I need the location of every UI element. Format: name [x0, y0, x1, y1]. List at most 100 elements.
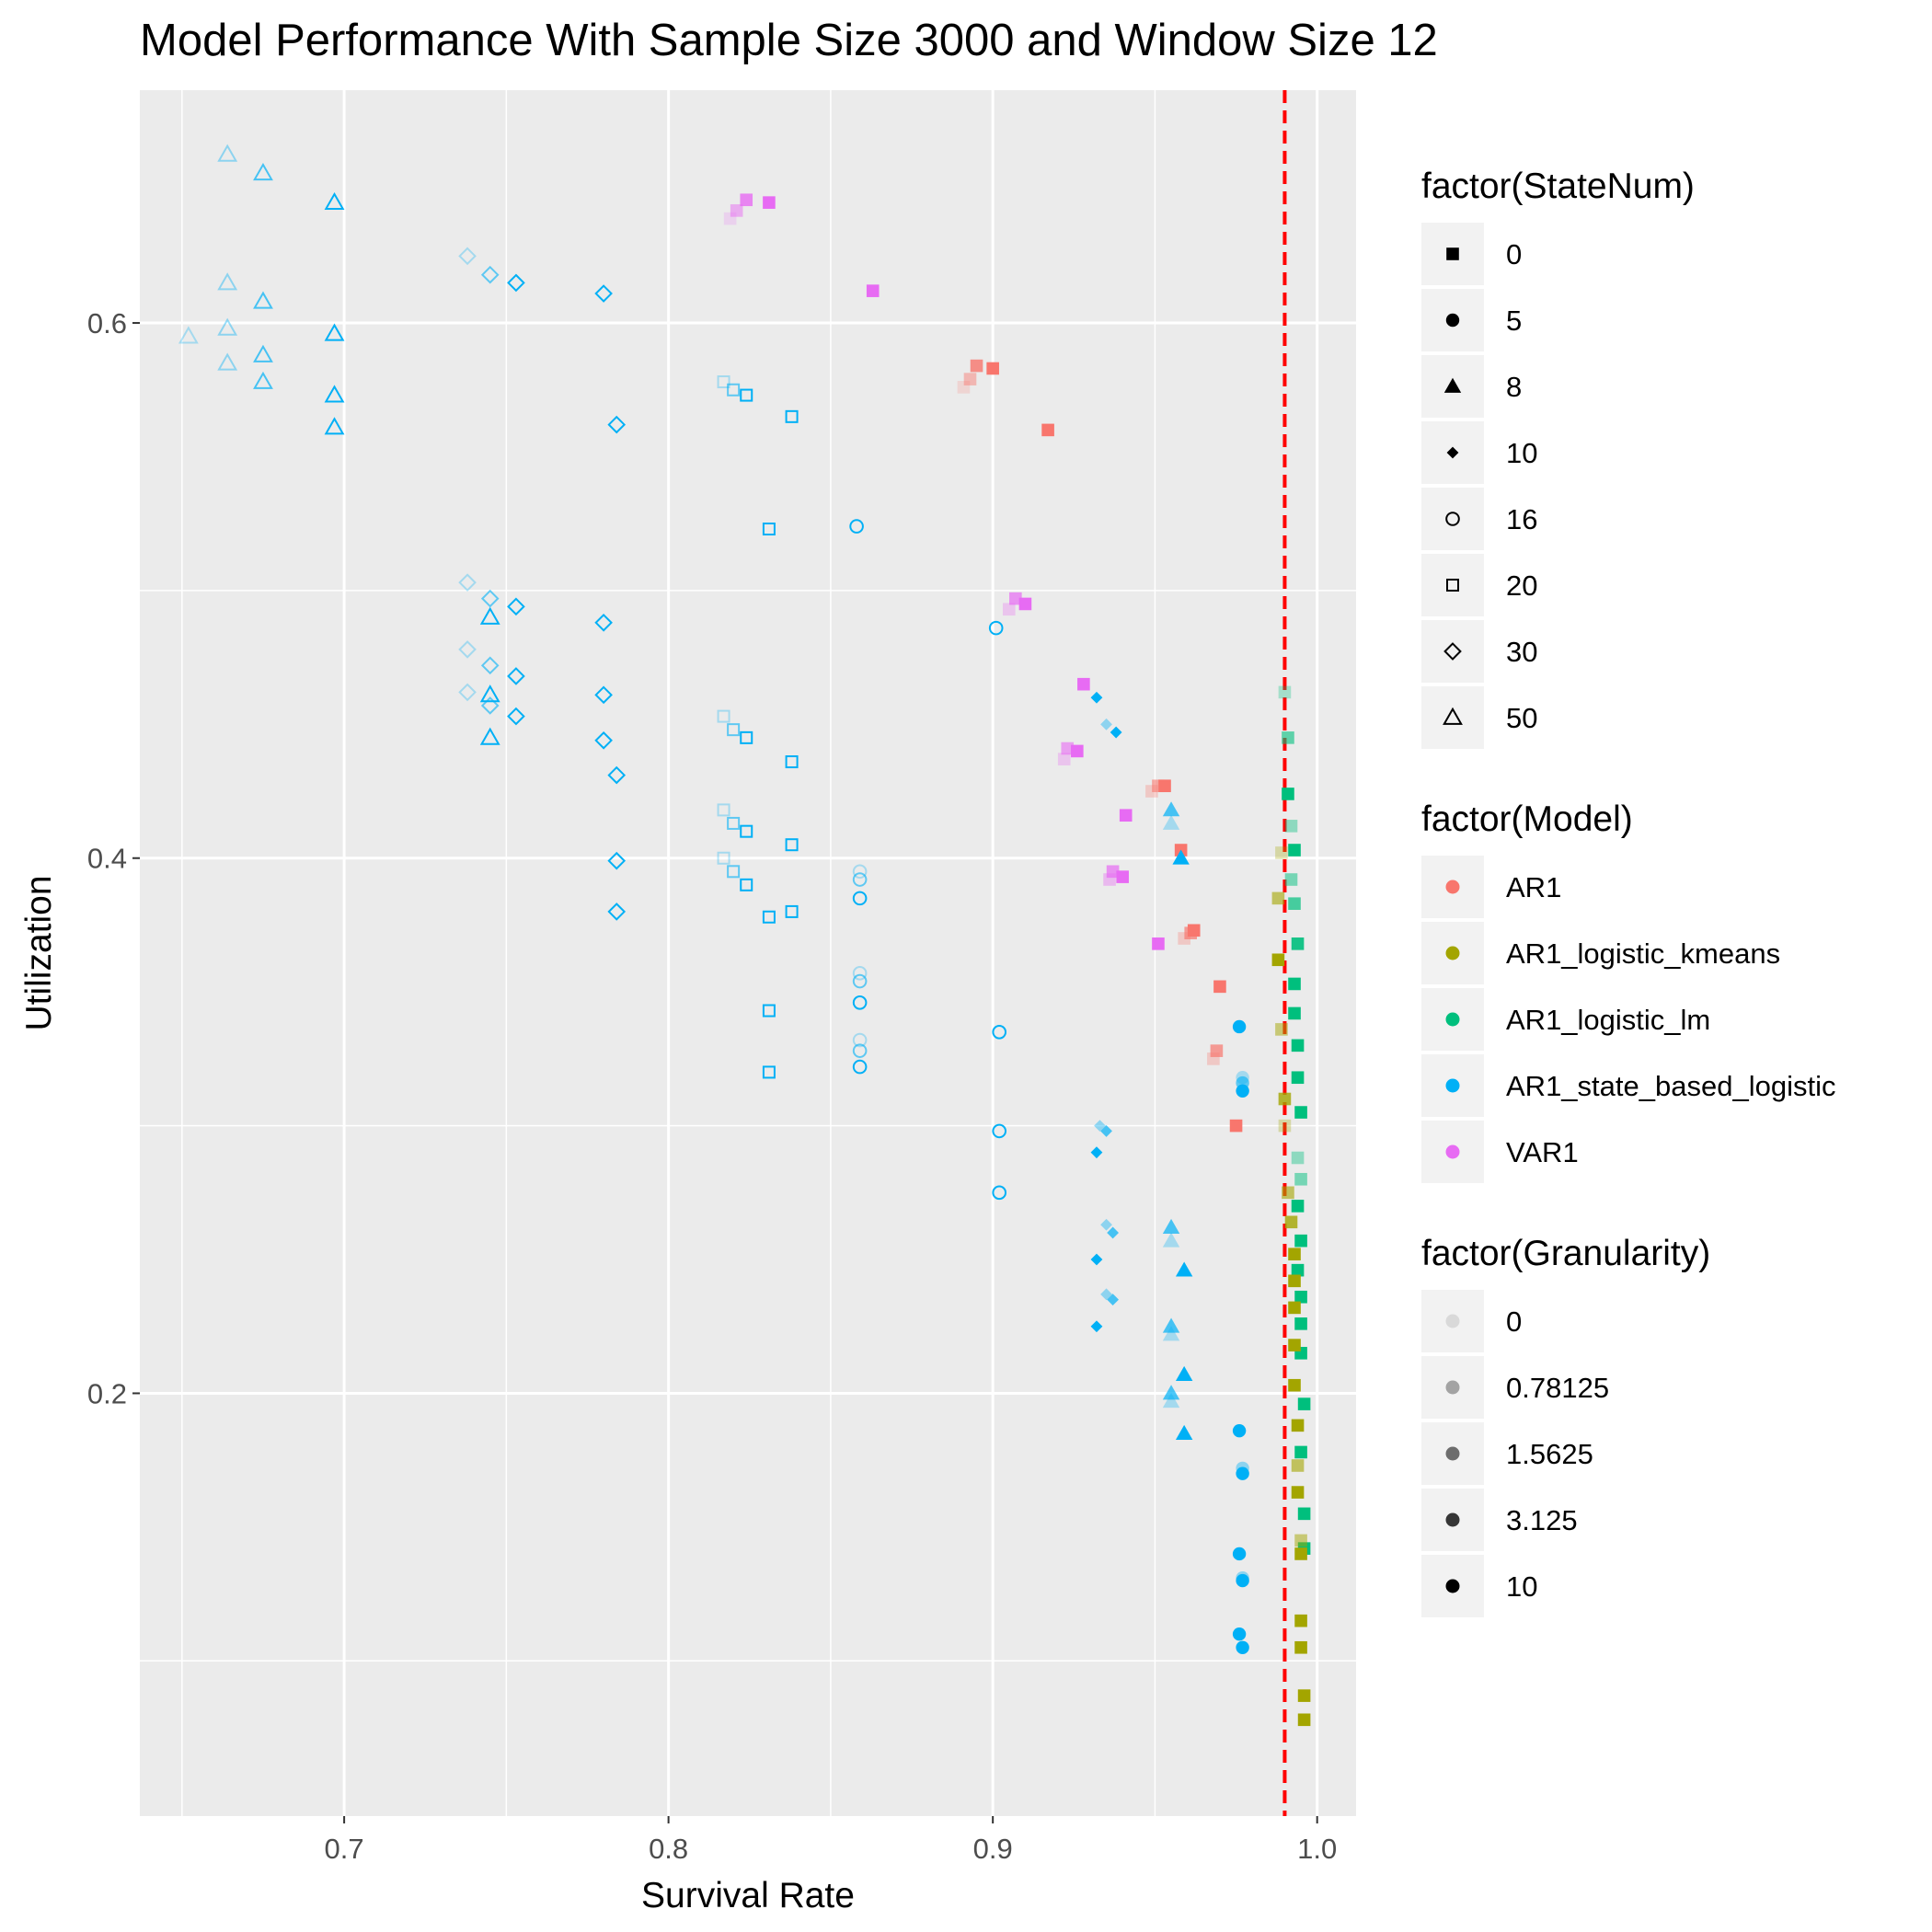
data-point	[1071, 744, 1084, 758]
series-AR1_state_based_logistic-state-50	[178, 144, 500, 745]
data-point	[740, 730, 753, 744]
data-point	[217, 317, 238, 336]
data-point	[866, 284, 880, 297]
x-tick-label: 0.9	[973, 1833, 1013, 1865]
data-point	[1100, 1288, 1112, 1301]
legend-key-square-open	[1446, 579, 1459, 592]
data-point	[1232, 1019, 1247, 1034]
data-point	[594, 613, 613, 632]
data-point	[607, 903, 627, 921]
legend-label: 1.5625	[1506, 1438, 1593, 1470]
legend-key-square-filled	[1446, 247, 1459, 260]
data-point	[1297, 1507, 1311, 1521]
data-point	[992, 1025, 1007, 1040]
x-tick-label: 1.0	[1297, 1833, 1337, 1865]
data-point	[594, 685, 613, 705]
data-point	[1288, 1378, 1301, 1392]
data-point	[479, 684, 500, 703]
legend-label: 0.78125	[1506, 1372, 1609, 1404]
legend-key-box	[1421, 620, 1484, 683]
data-point	[740, 193, 753, 207]
legend-key-diamond-open	[1443, 642, 1462, 661]
series-VAR1-state-0	[723, 193, 1165, 950]
data-point	[1294, 1317, 1307, 1330]
data-point	[1009, 592, 1022, 605]
data-point	[727, 723, 741, 737]
data-point	[1119, 809, 1133, 822]
data-point	[1288, 1006, 1301, 1020]
chart-title: Model Performance With Sample Size 3000 …	[140, 16, 1438, 65]
legend-key-alpha	[1445, 1579, 1460, 1593]
data-point	[727, 383, 741, 397]
data-point	[1275, 846, 1288, 859]
data-point	[1294, 1614, 1307, 1627]
data-point	[458, 640, 477, 659]
series-AR1_logistic_lm-state-0	[1278, 685, 1311, 1555]
data-point	[1271, 953, 1285, 967]
data-point	[324, 417, 345, 435]
data-point	[1158, 779, 1171, 793]
data-point	[607, 765, 627, 785]
data-point	[1288, 1274, 1301, 1288]
x-axis-title: Survival Rate	[641, 1876, 855, 1915]
legend-key-diamond-filled	[1446, 446, 1459, 459]
data-point	[1288, 897, 1301, 910]
data-point	[1162, 1392, 1180, 1409]
data-point	[1291, 1263, 1305, 1277]
data-point	[852, 891, 868, 906]
data-point	[1002, 603, 1016, 616]
data-point	[507, 273, 525, 293]
data-point	[1106, 865, 1120, 879]
legend-title: factor(Granularity)	[1421, 1234, 1710, 1273]
data-point	[324, 323, 345, 341]
data-point	[785, 409, 799, 423]
data-point	[1187, 924, 1201, 937]
data-point	[1162, 1218, 1180, 1235]
data-point	[1090, 1320, 1103, 1333]
data-point	[852, 1043, 868, 1058]
legend-key-box	[1421, 554, 1484, 616]
data-point	[992, 1123, 1007, 1139]
data-point	[1291, 1071, 1305, 1085]
data-point	[1297, 1397, 1311, 1410]
plot-panel	[140, 90, 1356, 1816]
data-point	[717, 375, 730, 389]
data-point	[253, 291, 273, 309]
data-point	[217, 144, 238, 162]
data-point	[1288, 977, 1301, 991]
data-point	[1232, 1547, 1247, 1561]
legend-key-box	[1421, 1356, 1484, 1419]
data-point	[1291, 1039, 1305, 1052]
y-axis-title: Utilization	[19, 875, 59, 1030]
data-point	[594, 730, 613, 750]
data-point	[324, 385, 345, 403]
legend-key-alpha	[1445, 1512, 1460, 1527]
data-point	[1077, 677, 1090, 691]
data-point	[1094, 1120, 1106, 1132]
legend-key-box	[1421, 686, 1484, 749]
data-point	[479, 606, 500, 625]
data-point	[507, 667, 525, 685]
data-point	[1291, 1151, 1305, 1165]
grid-lines	[140, 90, 1356, 1816]
data-point	[1294, 1290, 1307, 1304]
data-point	[480, 265, 500, 284]
legend-key-alpha	[1445, 1380, 1460, 1395]
data-point	[1090, 1146, 1103, 1159]
legend-label: AR1_logistic_kmeans	[1506, 937, 1780, 970]
legend-key-alpha	[1445, 1446, 1460, 1461]
series-AR1_state_based_logistic-state-30	[458, 247, 627, 921]
series-AR1_state_based_logistic-state-5	[1232, 1019, 1249, 1654]
data-point	[762, 1065, 776, 1079]
data-point	[1041, 423, 1054, 437]
data-point	[458, 683, 477, 702]
data-point	[730, 204, 743, 217]
data-point	[1175, 1365, 1193, 1381]
data-point	[1210, 1044, 1224, 1057]
x-tick-label: 0.8	[649, 1833, 688, 1865]
data-point	[1090, 691, 1103, 704]
data-point	[1288, 1248, 1301, 1261]
data-point	[762, 910, 776, 924]
legend-key-color	[1445, 1078, 1460, 1093]
legend-label: 8	[1506, 371, 1522, 403]
